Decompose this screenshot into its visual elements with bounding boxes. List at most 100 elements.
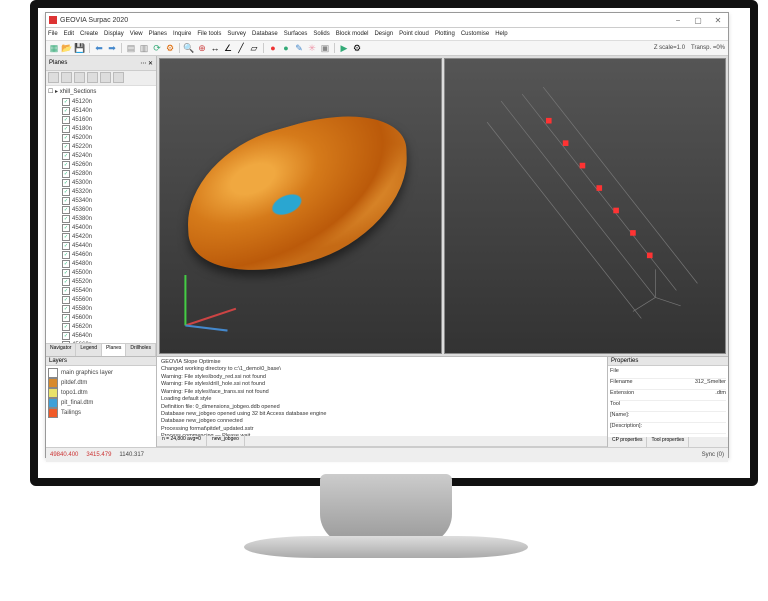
layer-row[interactable]: main graphics layer: [48, 368, 154, 378]
plane-checkbox[interactable]: ✓: [62, 188, 70, 196]
planes-menu-icon[interactable]: ⋯ ✕: [140, 60, 153, 67]
panes-tab-navigator[interactable]: Navigator: [46, 344, 76, 356]
prop-row[interactable]: Tool: [610, 401, 726, 412]
menu-edit[interactable]: Edit: [64, 31, 74, 37]
menu-display[interactable]: Display: [104, 31, 124, 37]
plane-checkbox[interactable]: ✓: [62, 107, 70, 115]
console-tab[interactable]: n = 24,800 avg=0: [157, 436, 207, 446]
plane-checkbox[interactable]: ✓: [62, 116, 70, 124]
prop-row[interactable]: File: [610, 368, 726, 379]
plane-item[interactable]: ✓45180n: [48, 124, 154, 133]
plane-checkbox[interactable]: ✓: [62, 287, 70, 295]
plane-checkbox[interactable]: ✓: [62, 179, 70, 187]
planes-tool-2[interactable]: [61, 72, 72, 83]
minimize-button[interactable]: −: [668, 16, 688, 25]
plane-checkbox[interactable]: ✓: [62, 233, 70, 241]
plane-item[interactable]: ✓45460n: [48, 250, 154, 259]
plane-checkbox[interactable]: ✓: [62, 305, 70, 313]
plane-checkbox[interactable]: ✓: [62, 152, 70, 160]
prop-row[interactable]: [Name]:: [610, 412, 726, 423]
plane-checkbox[interactable]: ✓: [62, 323, 70, 331]
grid-icon[interactable]: ▤: [126, 43, 136, 53]
plane-item[interactable]: ✓45400n: [48, 223, 154, 232]
plane-checkbox[interactable]: ✓: [62, 98, 70, 106]
forward-icon[interactable]: ➡: [107, 43, 117, 53]
menu-customise[interactable]: Customise: [461, 31, 489, 37]
plane-item[interactable]: ✓45120n: [48, 97, 154, 106]
props-tab[interactable]: Tool properties: [647, 437, 689, 447]
gear2-icon[interactable]: ⚙: [352, 43, 362, 53]
cube-icon[interactable]: ▣: [320, 43, 330, 53]
save-icon[interactable]: 💾: [75, 43, 85, 53]
maximize-button[interactable]: ▢: [688, 16, 708, 25]
play-icon[interactable]: ▶: [339, 43, 349, 53]
menu-design[interactable]: Design: [374, 31, 393, 37]
menu-create[interactable]: Create: [80, 31, 98, 37]
plane-item[interactable]: ✓45140n: [48, 106, 154, 115]
menu-file[interactable]: File: [48, 31, 58, 37]
layer-row[interactable]: pit_final.dtm: [48, 398, 154, 408]
menu-block-model[interactable]: Block model: [336, 31, 369, 37]
plane-item[interactable]: ✓45320n: [48, 187, 154, 196]
props-tab[interactable]: CP properties: [608, 437, 647, 447]
plane-item[interactable]: ✓45260n: [48, 160, 154, 169]
angle-icon[interactable]: ∠: [223, 43, 233, 53]
plane-checkbox[interactable]: ✓: [62, 125, 70, 133]
tree-root[interactable]: ☐ ▸ xhill_Sections: [48, 88, 154, 95]
planes-tool-4[interactable]: [87, 72, 98, 83]
plane-checkbox[interactable]: ✓: [62, 206, 70, 214]
layers-list[interactable]: main graphics layerpitdef.dtmtopo1.dtmpi…: [46, 366, 156, 447]
plane-item[interactable]: ✓45200n: [48, 133, 154, 142]
point2-icon[interactable]: ●: [281, 43, 291, 53]
menu-view[interactable]: View: [130, 31, 143, 37]
prop-row[interactable]: Filename312_Smelter: [610, 379, 726, 390]
menu-help[interactable]: Help: [495, 31, 507, 37]
target-icon[interactable]: ⊕: [197, 43, 207, 53]
plane-item[interactable]: ✓45540n: [48, 286, 154, 295]
view-3d-left[interactable]: [159, 58, 442, 354]
settings-icon[interactable]: ⚙: [165, 43, 175, 53]
plane-checkbox[interactable]: ✓: [62, 314, 70, 322]
menu-file-tools[interactable]: File tools: [197, 31, 221, 37]
console-tab[interactable]: new_jobgeo: [207, 436, 245, 446]
plane-checkbox[interactable]: ✓: [62, 332, 70, 340]
view-3d-right[interactable]: [444, 58, 727, 354]
menu-inquire[interactable]: Inquire: [173, 31, 191, 37]
measure-icon[interactable]: ↔: [210, 43, 220, 53]
plane-item[interactable]: ✓45160n: [48, 115, 154, 124]
menu-survey[interactable]: Survey: [227, 31, 246, 37]
poly-icon[interactable]: ▱: [249, 43, 259, 53]
plane-checkbox[interactable]: ✓: [62, 170, 70, 178]
plane-checkbox[interactable]: ✓: [62, 161, 70, 169]
plane-checkbox[interactable]: ✓: [62, 215, 70, 223]
plane-item[interactable]: ✓45560n: [48, 295, 154, 304]
plane-checkbox[interactable]: ✓: [62, 143, 70, 151]
plane-checkbox[interactable]: ✓: [62, 278, 70, 286]
layer-row[interactable]: topo1.dtm: [48, 388, 154, 398]
grid2-icon[interactable]: ▥: [139, 43, 149, 53]
plane-checkbox[interactable]: ✓: [62, 134, 70, 142]
plane-checkbox[interactable]: ✓: [62, 269, 70, 277]
star-icon[interactable]: ✳: [307, 43, 317, 53]
plane-item[interactable]: ✓45520n: [48, 277, 154, 286]
plane-checkbox[interactable]: ✓: [62, 260, 70, 268]
planes-tree[interactable]: ☐ ▸ xhill_Sections ✓45120n✓45140n✓45160n…: [46, 86, 156, 343]
plane-item[interactable]: ✓45640n: [48, 331, 154, 340]
plane-item[interactable]: ✓45440n: [48, 241, 154, 250]
new-icon[interactable]: ▦: [49, 43, 59, 53]
properties-grid[interactable]: FileFilename312_SmelterExtension.dtmTool…: [608, 366, 728, 437]
prop-row[interactable]: [Description]:: [610, 423, 726, 434]
layer-row[interactable]: Tailings: [48, 408, 154, 418]
plane-checkbox[interactable]: ✓: [62, 251, 70, 259]
plane-item[interactable]: ✓45580n: [48, 304, 154, 313]
plane-item[interactable]: ✓45480n: [48, 259, 154, 268]
panes-tab-drillholes[interactable]: Drillholes: [126, 344, 156, 356]
planes-tool-6[interactable]: [113, 72, 124, 83]
back-icon[interactable]: ⬅: [94, 43, 104, 53]
plane-item[interactable]: ✓45620n: [48, 322, 154, 331]
plane-item[interactable]: ✓45340n: [48, 196, 154, 205]
menu-point-cloud[interactable]: Point cloud: [399, 31, 429, 37]
planes-tool-5[interactable]: [100, 72, 111, 83]
menu-plotting[interactable]: Plotting: [435, 31, 455, 37]
planes-tool-3[interactable]: [74, 72, 85, 83]
